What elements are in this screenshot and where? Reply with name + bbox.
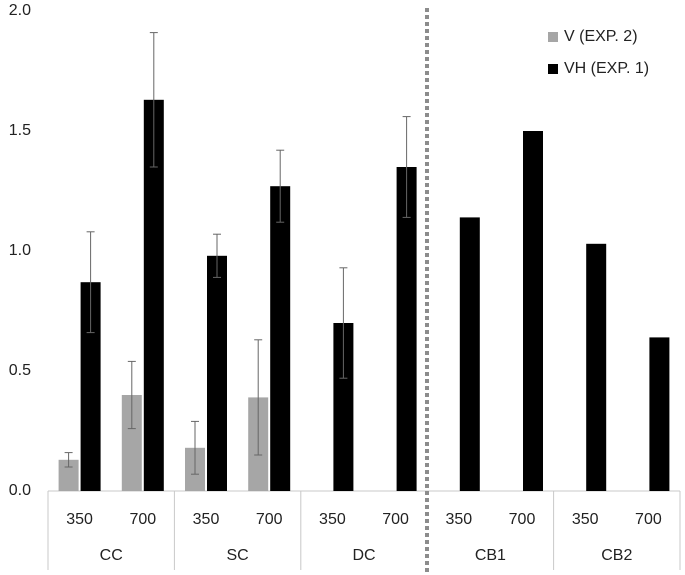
x-tick-label: 350 bbox=[572, 511, 599, 528]
bar bbox=[143, 99, 164, 492]
x-tick-label: 350 bbox=[193, 511, 220, 528]
x-tick-label: 700 bbox=[635, 511, 662, 528]
x-tick-label: 350 bbox=[66, 511, 93, 528]
y-tick-label: 0.5 bbox=[9, 362, 31, 379]
group-label: SC bbox=[226, 547, 248, 564]
legend-label: V (EXP. 2) bbox=[564, 28, 638, 45]
x-tick-label: 700 bbox=[129, 511, 156, 528]
x-tick-label: 700 bbox=[382, 511, 409, 528]
legend-swatch bbox=[548, 64, 558, 74]
bar bbox=[523, 131, 543, 491]
legend-swatch bbox=[548, 32, 558, 42]
bar bbox=[586, 243, 607, 491]
x-tick-label: 350 bbox=[319, 511, 346, 528]
group-label: CC bbox=[100, 547, 123, 564]
bar bbox=[459, 217, 480, 491]
y-tick-label: 1.5 bbox=[9, 122, 31, 139]
bar bbox=[207, 255, 227, 491]
y-tick-label: 0.0 bbox=[9, 482, 31, 499]
x-tick-label: 350 bbox=[445, 511, 472, 528]
x-tick-label: 700 bbox=[256, 511, 283, 528]
group-label: CB1 bbox=[475, 547, 506, 564]
group-label: CB2 bbox=[601, 547, 632, 564]
bar bbox=[649, 337, 670, 491]
bar bbox=[121, 395, 142, 491]
y-tick-label: 1.0 bbox=[9, 242, 31, 259]
bar bbox=[58, 459, 79, 491]
bar bbox=[80, 282, 101, 491]
x-tick-label: 700 bbox=[509, 511, 536, 528]
y-tick-label: 2.0 bbox=[9, 2, 31, 19]
bar bbox=[270, 186, 291, 491]
bar bbox=[333, 323, 354, 491]
bar bbox=[396, 167, 417, 491]
group-label: DC bbox=[352, 547, 375, 564]
legend-label: VH (EXP. 1) bbox=[564, 60, 649, 77]
